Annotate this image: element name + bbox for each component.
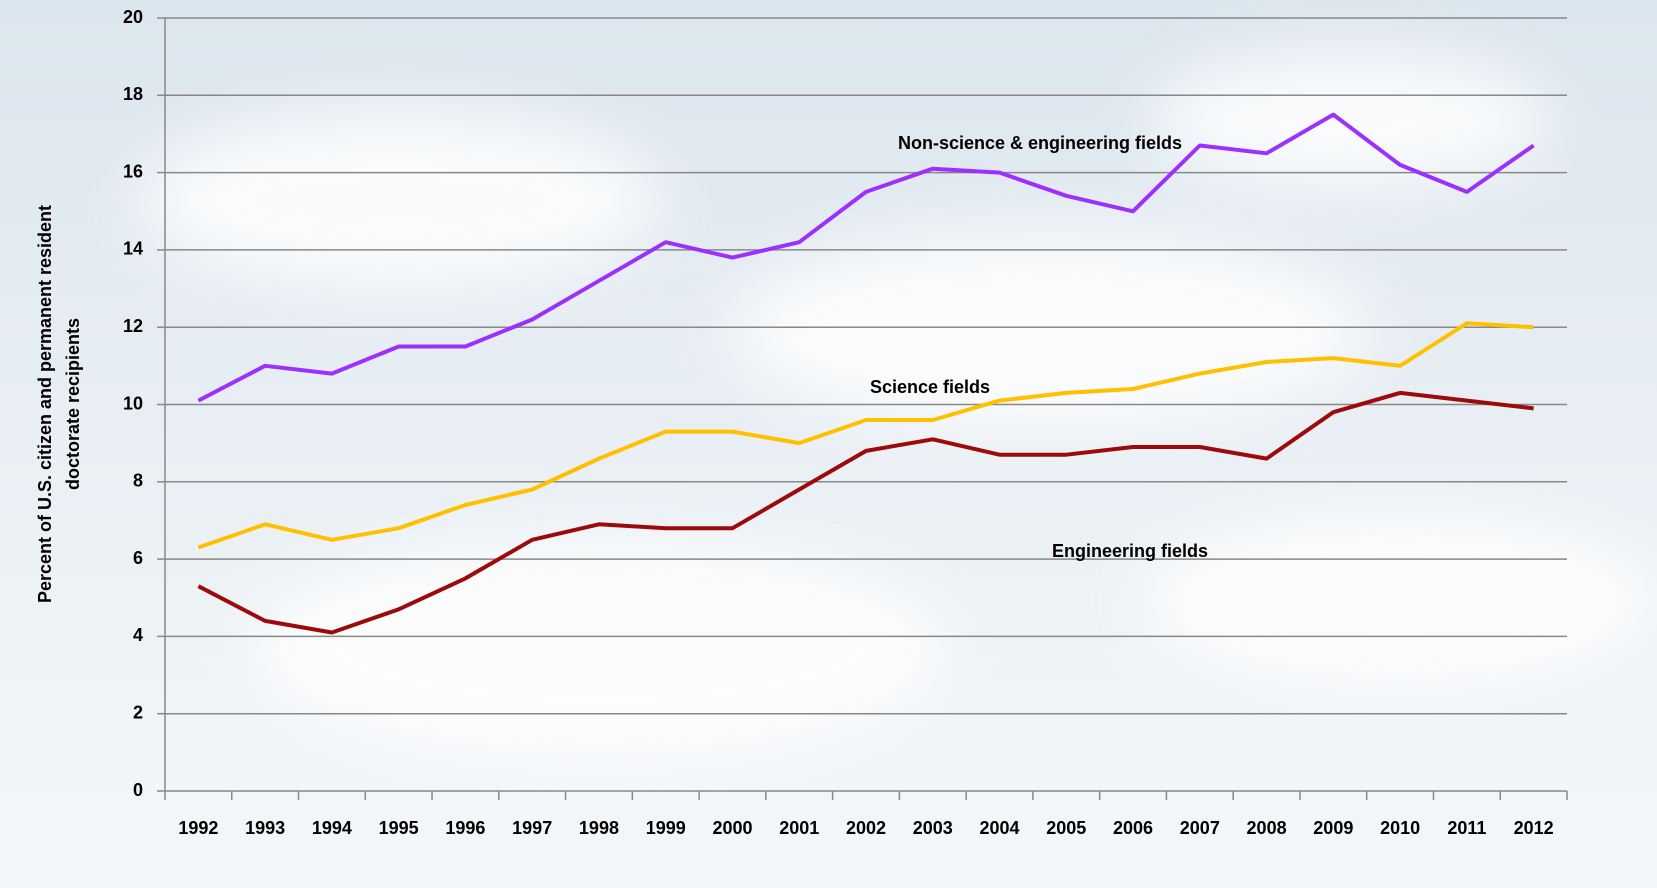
x-tick-label: 1996	[445, 818, 485, 838]
series-line	[197, 321, 1534, 550]
x-tick-label: 2009	[1313, 818, 1353, 838]
x-tick-label: 2000	[712, 818, 752, 838]
y-axis-label-line: doctorate recipients	[63, 318, 83, 490]
series-label: Non-science & engineering fields	[898, 133, 1182, 153]
y-tick-label: 0	[133, 780, 143, 800]
y-axis-label-line: Percent of U.S. citizen and permanent re…	[35, 205, 55, 603]
x-tick-label: 2001	[779, 818, 819, 838]
y-tick-label: 6	[133, 548, 143, 568]
x-tick-label: 1994	[312, 818, 352, 838]
x-tick-label: 2005	[1046, 818, 1086, 838]
x-tick-label: 2004	[980, 818, 1020, 838]
x-tick-label: 1992	[178, 818, 218, 838]
y-axis-label: Percent of U.S. citizen and permanent re…	[35, 205, 83, 603]
y-tick-label: 14	[123, 239, 143, 259]
y-tick-label: 16	[123, 161, 143, 181]
y-tick-label: 12	[123, 316, 143, 336]
y-tick-label: 10	[123, 393, 143, 413]
x-tick-label: 2010	[1380, 818, 1420, 838]
x-tick-label: 1998	[579, 818, 619, 838]
x-tick-label: 1993	[245, 818, 285, 838]
x-tick-label: 2007	[1180, 818, 1220, 838]
x-tick-label: 2012	[1514, 818, 1554, 838]
series-label: Engineering fields	[1052, 541, 1208, 561]
y-tick-label: 20	[123, 7, 143, 27]
series-line	[197, 390, 1534, 635]
x-tick-label: 2006	[1113, 818, 1153, 838]
y-tick-label: 2	[133, 702, 143, 722]
x-tick-label: 2011	[1447, 818, 1486, 838]
y-tick-label: 8	[133, 471, 143, 491]
y-tick-label: 4	[133, 625, 143, 645]
x-tick-label: 1995	[379, 818, 419, 838]
series-label: Science fields	[870, 377, 990, 397]
x-tick-label: 2002	[846, 818, 886, 838]
series-line	[197, 112, 1535, 403]
x-tick-label: 1997	[512, 818, 552, 838]
y-tick-label: 18	[123, 84, 143, 104]
x-tick-label: 2003	[913, 818, 953, 838]
x-tick-label: 2008	[1247, 818, 1287, 838]
clouds	[140, 50, 1657, 760]
x-tick-label: 1999	[646, 818, 686, 838]
